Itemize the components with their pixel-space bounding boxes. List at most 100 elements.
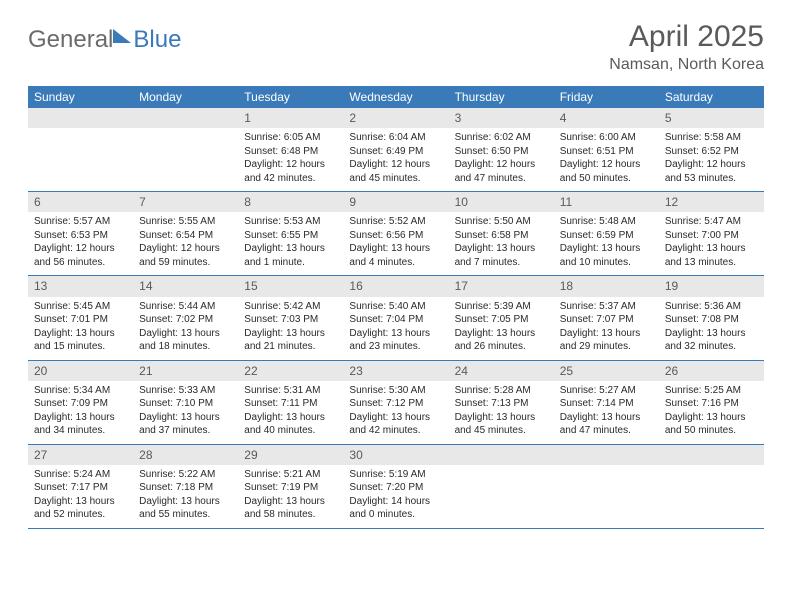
day-content: Sunrise: 5:50 AMSunset: 6:58 PMDaylight:…: [449, 212, 554, 275]
sunrise-text: Sunrise: 5:30 AM: [349, 384, 442, 398]
day-number: 23: [343, 361, 448, 381]
day-number: 7: [133, 192, 238, 212]
location-label: Namsan, North Korea: [609, 56, 764, 74]
calendar-grid: SundayMondayTuesdayWednesdayThursdayFrid…: [28, 86, 764, 529]
day-content: Sunrise: 5:28 AMSunset: 7:13 PMDaylight:…: [449, 381, 554, 444]
month-title: April 2025: [609, 20, 764, 54]
day-content: Sunrise: 5:44 AMSunset: 7:02 PMDaylight:…: [133, 297, 238, 360]
empty-day-number: [554, 445, 659, 465]
sunrise-text: Sunrise: 5:50 AM: [455, 215, 548, 229]
day-content: Sunrise: 5:53 AMSunset: 6:55 PMDaylight:…: [238, 212, 343, 275]
day-cell: 20Sunrise: 5:34 AMSunset: 7:09 PMDayligh…: [28, 361, 133, 444]
day-content: Sunrise: 5:52 AMSunset: 6:56 PMDaylight:…: [343, 212, 448, 275]
sunset-text: Sunset: 7:13 PM: [455, 397, 548, 411]
sunset-text: Sunset: 6:48 PM: [244, 145, 337, 159]
weeks-container: 1Sunrise: 6:05 AMSunset: 6:48 PMDaylight…: [28, 108, 764, 529]
weekday-label: Wednesday: [343, 86, 448, 108]
day-cell: 2Sunrise: 6:04 AMSunset: 6:49 PMDaylight…: [343, 108, 448, 191]
day-number: 20: [28, 361, 133, 381]
week-row: 1Sunrise: 6:05 AMSunset: 6:48 PMDaylight…: [28, 108, 764, 192]
sunset-text: Sunset: 6:56 PM: [349, 229, 442, 243]
day-cell: 6Sunrise: 5:57 AMSunset: 6:53 PMDaylight…: [28, 192, 133, 275]
day-content: Sunrise: 5:25 AMSunset: 7:16 PMDaylight:…: [659, 381, 764, 444]
weekday-label: Thursday: [449, 86, 554, 108]
sunrise-text: Sunrise: 5:44 AM: [139, 300, 232, 314]
day-cell: 13Sunrise: 5:45 AMSunset: 7:01 PMDayligh…: [28, 276, 133, 359]
sunrise-text: Sunrise: 6:04 AM: [349, 131, 442, 145]
day-cell: 28Sunrise: 5:22 AMSunset: 7:18 PMDayligh…: [133, 445, 238, 528]
weekday-label: Friday: [554, 86, 659, 108]
sunrise-text: Sunrise: 5:58 AM: [665, 131, 758, 145]
sunset-text: Sunset: 7:17 PM: [34, 481, 127, 495]
daylight-text: Daylight: 13 hours and 18 minutes.: [139, 327, 232, 354]
sunset-text: Sunset: 7:18 PM: [139, 481, 232, 495]
day-content: Sunrise: 5:58 AMSunset: 6:52 PMDaylight:…: [659, 128, 764, 191]
sunrise-text: Sunrise: 5:22 AM: [139, 468, 232, 482]
day-content: Sunrise: 5:33 AMSunset: 7:10 PMDaylight:…: [133, 381, 238, 444]
day-content: Sunrise: 5:34 AMSunset: 7:09 PMDaylight:…: [28, 381, 133, 444]
daylight-text: Daylight: 13 hours and 42 minutes.: [349, 411, 442, 438]
sunrise-text: Sunrise: 5:34 AM: [34, 384, 127, 398]
day-content: Sunrise: 5:24 AMSunset: 7:17 PMDaylight:…: [28, 465, 133, 528]
day-cell: 3Sunrise: 6:02 AMSunset: 6:50 PMDaylight…: [449, 108, 554, 191]
day-number: 10: [449, 192, 554, 212]
daylight-text: Daylight: 12 hours and 45 minutes.: [349, 158, 442, 185]
sunrise-text: Sunrise: 5:55 AM: [139, 215, 232, 229]
day-content: Sunrise: 5:19 AMSunset: 7:20 PMDaylight:…: [343, 465, 448, 528]
daylight-text: Daylight: 13 hours and 26 minutes.: [455, 327, 548, 354]
weekday-label: Tuesday: [238, 86, 343, 108]
day-number: 28: [133, 445, 238, 465]
day-content: Sunrise: 5:57 AMSunset: 6:53 PMDaylight:…: [28, 212, 133, 275]
day-content: Sunrise: 6:05 AMSunset: 6:48 PMDaylight:…: [238, 128, 343, 191]
daylight-text: Daylight: 13 hours and 29 minutes.: [560, 327, 653, 354]
day-content: Sunrise: 5:37 AMSunset: 7:07 PMDaylight:…: [554, 297, 659, 360]
day-cell: 24Sunrise: 5:28 AMSunset: 7:13 PMDayligh…: [449, 361, 554, 444]
day-number: 8: [238, 192, 343, 212]
day-cell: [554, 445, 659, 528]
day-cell: 10Sunrise: 5:50 AMSunset: 6:58 PMDayligh…: [449, 192, 554, 275]
day-cell: [28, 108, 133, 191]
day-cell: 21Sunrise: 5:33 AMSunset: 7:10 PMDayligh…: [133, 361, 238, 444]
week-row: 6Sunrise: 5:57 AMSunset: 6:53 PMDaylight…: [28, 192, 764, 276]
weekday-label: Saturday: [659, 86, 764, 108]
day-number: 24: [449, 361, 554, 381]
daylight-text: Daylight: 14 hours and 0 minutes.: [349, 495, 442, 522]
sunset-text: Sunset: 7:08 PM: [665, 313, 758, 327]
day-cell: 5Sunrise: 5:58 AMSunset: 6:52 PMDaylight…: [659, 108, 764, 191]
day-number: 11: [554, 192, 659, 212]
sunrise-text: Sunrise: 5:45 AM: [34, 300, 127, 314]
daylight-text: Daylight: 13 hours and 32 minutes.: [665, 327, 758, 354]
daylight-text: Daylight: 13 hours and 15 minutes.: [34, 327, 127, 354]
title-block: April 2025 Namsan, North Korea: [609, 20, 764, 74]
sunset-text: Sunset: 7:00 PM: [665, 229, 758, 243]
sunrise-text: Sunrise: 5:25 AM: [665, 384, 758, 398]
day-number: 14: [133, 276, 238, 296]
empty-day-number: [28, 108, 133, 128]
sunrise-text: Sunrise: 5:52 AM: [349, 215, 442, 229]
daylight-text: Daylight: 13 hours and 13 minutes.: [665, 242, 758, 269]
daylight-text: Daylight: 13 hours and 10 minutes.: [560, 242, 653, 269]
sunset-text: Sunset: 7:05 PM: [455, 313, 548, 327]
day-cell: 19Sunrise: 5:36 AMSunset: 7:08 PMDayligh…: [659, 276, 764, 359]
day-content: Sunrise: 5:30 AMSunset: 7:12 PMDaylight:…: [343, 381, 448, 444]
daylight-text: Daylight: 13 hours and 21 minutes.: [244, 327, 337, 354]
sunset-text: Sunset: 7:14 PM: [560, 397, 653, 411]
day-number: 15: [238, 276, 343, 296]
daylight-text: Daylight: 13 hours and 23 minutes.: [349, 327, 442, 354]
sunrise-text: Sunrise: 5:42 AM: [244, 300, 337, 314]
day-cell: 8Sunrise: 5:53 AMSunset: 6:55 PMDaylight…: [238, 192, 343, 275]
sunset-text: Sunset: 7:04 PM: [349, 313, 442, 327]
day-number: 12: [659, 192, 764, 212]
sunset-text: Sunset: 6:55 PM: [244, 229, 337, 243]
sunset-text: Sunset: 6:50 PM: [455, 145, 548, 159]
sunset-text: Sunset: 6:58 PM: [455, 229, 548, 243]
daylight-text: Daylight: 12 hours and 56 minutes.: [34, 242, 127, 269]
day-cell: 11Sunrise: 5:48 AMSunset: 6:59 PMDayligh…: [554, 192, 659, 275]
header: General Blue April 2025 Namsan, North Ko…: [28, 20, 764, 74]
day-content: Sunrise: 5:47 AMSunset: 7:00 PMDaylight:…: [659, 212, 764, 275]
day-content: Sunrise: 5:31 AMSunset: 7:11 PMDaylight:…: [238, 381, 343, 444]
sunrise-text: Sunrise: 5:53 AM: [244, 215, 337, 229]
day-cell: 17Sunrise: 5:39 AMSunset: 7:05 PMDayligh…: [449, 276, 554, 359]
day-number: 21: [133, 361, 238, 381]
day-number: 17: [449, 276, 554, 296]
